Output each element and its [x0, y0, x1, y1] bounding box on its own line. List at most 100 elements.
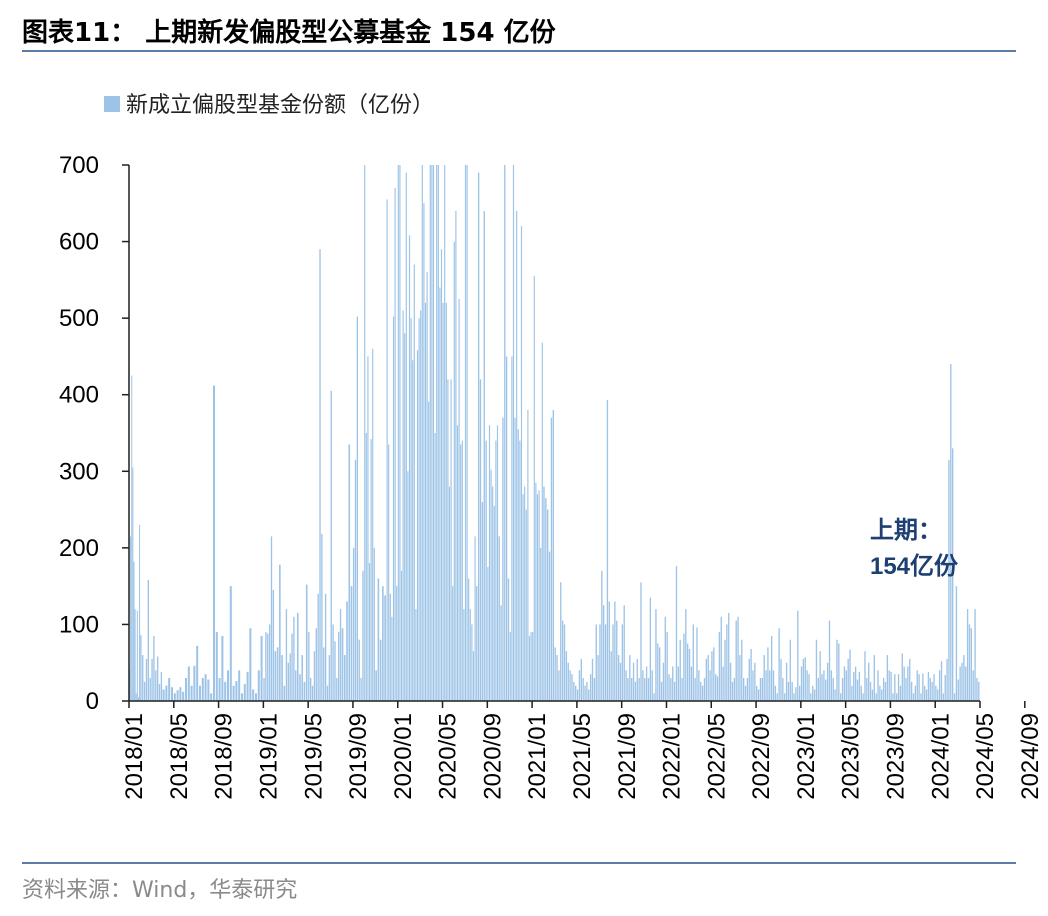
bar	[871, 689, 874, 701]
bar	[386, 199, 388, 701]
bar	[424, 302, 427, 701]
bar	[412, 360, 414, 701]
bar	[698, 670, 700, 701]
bar	[623, 605, 625, 701]
bar	[924, 685, 926, 701]
bar	[257, 670, 260, 701]
bar	[645, 666, 648, 701]
bar	[436, 165, 438, 701]
bar	[238, 670, 241, 701]
bar	[778, 628, 780, 701]
bar	[597, 655, 599, 701]
bar	[560, 582, 562, 701]
bar	[291, 633, 293, 701]
bar	[875, 693, 877, 701]
bar	[160, 671, 163, 701]
bar	[389, 593, 391, 701]
bar	[252, 689, 255, 701]
bar	[756, 685, 758, 701]
bar	[978, 681, 980, 701]
bar	[479, 379, 482, 701]
bar	[869, 681, 872, 701]
bar	[828, 620, 831, 701]
bar	[388, 444, 390, 701]
bar	[838, 643, 840, 701]
bar	[281, 655, 283, 701]
bar	[589, 674, 592, 701]
bar	[569, 670, 571, 701]
bar	[767, 647, 769, 701]
bar	[509, 632, 511, 701]
bar	[532, 632, 534, 701]
bar	[882, 678, 885, 701]
bar	[328, 655, 331, 701]
bar	[490, 469, 492, 701]
x-tick-label: 2018/05	[166, 713, 193, 800]
bar	[143, 681, 146, 701]
bar	[952, 448, 954, 701]
bar	[726, 624, 728, 701]
bar	[535, 482, 537, 701]
bar	[968, 624, 971, 701]
bar	[540, 547, 542, 701]
bar	[348, 444, 351, 701]
bar	[888, 670, 890, 701]
bar	[168, 678, 171, 701]
bar	[604, 624, 607, 701]
bar	[505, 356, 508, 701]
bar	[672, 666, 674, 701]
bar	[458, 299, 460, 701]
bar	[299, 674, 301, 701]
bar	[396, 586, 398, 701]
bar	[377, 578, 380, 701]
bar	[552, 410, 554, 701]
bar	[453, 241, 455, 701]
y-tick-label: 0	[86, 688, 99, 715]
bar	[610, 651, 612, 701]
bar	[573, 681, 575, 701]
bar	[310, 678, 312, 701]
bar	[681, 678, 683, 701]
bar	[793, 693, 795, 701]
bar	[651, 670, 653, 701]
bar	[821, 674, 823, 701]
bar	[520, 226, 523, 701]
bar	[524, 486, 526, 701]
chart: 新成立偏股型基金份额（亿份） 0 100 200 300 400 500 600 700 20…	[59, 93, 1044, 800]
bar	[561, 620, 564, 701]
bar	[944, 674, 946, 701]
bar	[709, 670, 711, 701]
x-tick-label: 2022/09	[748, 713, 775, 800]
bar	[500, 605, 502, 701]
bar	[339, 609, 342, 701]
bar	[338, 632, 340, 701]
bar	[504, 165, 506, 701]
bar	[903, 666, 905, 701]
bar	[444, 165, 446, 701]
x-tick-label: 2022/05	[703, 713, 730, 800]
bar	[563, 624, 566, 701]
bar	[873, 655, 875, 701]
bar	[190, 685, 193, 701]
bar	[229, 586, 232, 701]
bar	[957, 679, 959, 701]
bar	[832, 678, 834, 701]
bar	[149, 678, 151, 701]
bar	[819, 651, 821, 701]
bar	[912, 693, 915, 701]
bar	[922, 673, 924, 701]
bar	[817, 678, 819, 701]
bar	[368, 563, 371, 701]
bar	[830, 670, 833, 701]
bar	[632, 662, 635, 701]
x-tick-label: 2019/09	[345, 713, 372, 800]
bar	[866, 678, 868, 701]
bar	[720, 616, 722, 701]
bar	[447, 379, 449, 701]
bar	[789, 639, 791, 701]
bar	[428, 401, 430, 701]
bar	[311, 685, 314, 701]
bar	[232, 685, 235, 701]
bar	[421, 165, 423, 701]
bar	[375, 670, 377, 701]
